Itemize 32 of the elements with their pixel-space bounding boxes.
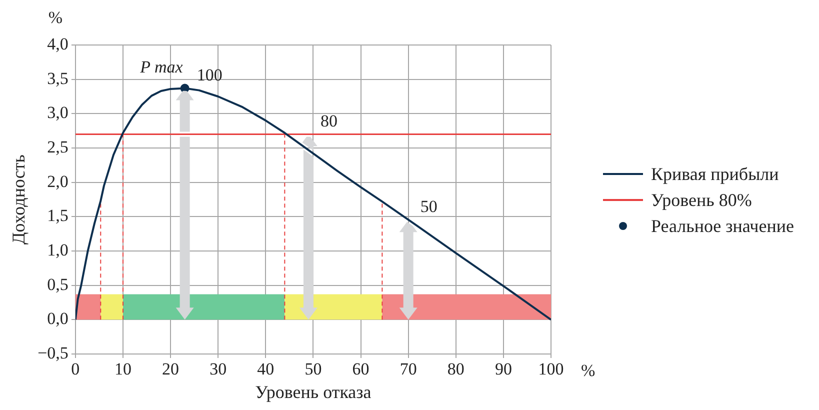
x-tick-label: 40 (257, 360, 274, 379)
x-tick-label: 20 (162, 360, 180, 379)
x-tick-label: 90 (494, 360, 512, 379)
x-tick-label: 70 (400, 360, 417, 379)
x-tick-label: 30 (210, 360, 227, 379)
text: % (581, 361, 596, 380)
legend-label: Уровень 80% (651, 188, 752, 212)
y-tick-label: 4,0 (47, 34, 68, 54)
x-tick-label: 80 (447, 360, 464, 379)
legend-label: Реальное значение (651, 214, 794, 238)
x-tick-label: 60 (352, 360, 370, 379)
legend-label: Кривая прибыли (651, 162, 779, 186)
x-tick-label: 100 (538, 360, 564, 379)
text: % (48, 8, 63, 27)
annotation: P max (139, 57, 184, 76)
y-tick-label: 3,0 (47, 103, 68, 122)
y-tick-label: −0,5 (38, 343, 68, 362)
y-tick-label: 1,5 (47, 206, 68, 226)
x-tick-label: 0 (71, 360, 80, 379)
annotation: 100 (196, 65, 222, 84)
y-axis-title: Доходность (8, 154, 29, 244)
x-tick-label: 10 (114, 360, 132, 379)
x-axis-title: Уровень отказа (255, 382, 372, 402)
y-tick-label: 3,5 (47, 68, 68, 88)
annotation: 80 (320, 111, 338, 130)
annotation: 50 (420, 197, 438, 216)
y-tick-label: 1,0 (47, 240, 68, 260)
y-tick-label: 2,5 (47, 137, 68, 156)
y-tick-label: 0,0 (47, 309, 68, 328)
x-tick-label: 50 (304, 360, 322, 379)
y-tick-label: 0,5 (47, 274, 68, 294)
y-tick-label: 2,0 (47, 172, 68, 191)
